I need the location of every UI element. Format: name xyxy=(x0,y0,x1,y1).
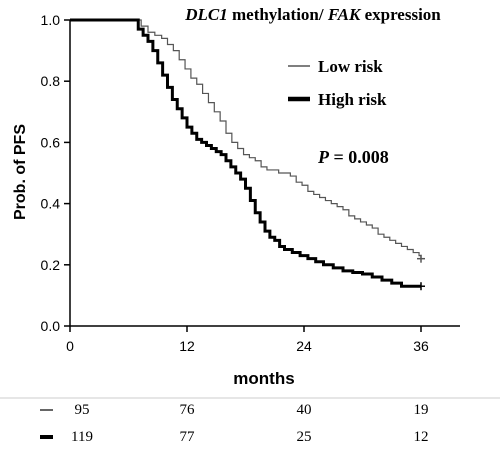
p-value-text: = 0.008 xyxy=(329,147,389,167)
risk-table: 95 76 40 19 119 77 25 12 xyxy=(40,402,429,445)
risk-count: 12 xyxy=(414,429,429,445)
title-part-3: FAK xyxy=(327,5,362,24)
risk-counts: 95 76 40 19 119 77 25 12 xyxy=(71,402,428,445)
risk-count: 119 xyxy=(71,429,93,445)
risk-count: 25 xyxy=(297,429,312,445)
low-risk-curve xyxy=(70,19,422,259)
x-tick-label: 24 xyxy=(296,338,312,354)
y-tick-label: 0.6 xyxy=(41,134,61,150)
x-tick-label: 12 xyxy=(179,338,195,354)
x-tick-label: 0 xyxy=(66,338,74,354)
y-tick-label: 0.4 xyxy=(41,196,61,212)
risk-count: 95 xyxy=(75,402,90,418)
y-tick-label: 1.0 xyxy=(41,12,61,28)
p-value-annotation: P = 0.008 xyxy=(317,147,389,167)
y-tick-label: 0.2 xyxy=(41,257,61,273)
p-value-label: P xyxy=(317,147,330,167)
high-risk-curve xyxy=(70,18,421,288)
legend: Low risk High risk xyxy=(288,57,387,109)
y-tick-label: 0.8 xyxy=(41,73,61,89)
legend-label-low-risk: Low risk xyxy=(318,57,383,76)
title-part-1: DLC1 xyxy=(184,5,228,24)
x-ticks: 0 12 24 36 xyxy=(66,326,429,354)
survival-curves xyxy=(70,18,425,291)
y-ticks: 0.0 0.2 0.4 0.6 0.8 1.0 xyxy=(41,12,70,334)
x-axis-label: months xyxy=(233,369,294,388)
y-axis-label: Prob. of PFS xyxy=(12,124,29,220)
title-part-4: expression xyxy=(360,5,441,24)
risk-count: 77 xyxy=(180,429,196,445)
axes xyxy=(69,20,460,327)
title-part-2: methylation/ xyxy=(228,5,328,24)
legend-label-high-risk: High risk xyxy=(318,90,387,109)
y-tick-label: 0.0 xyxy=(41,318,61,334)
risk-count: 76 xyxy=(180,402,196,418)
risk-count: 40 xyxy=(297,402,312,418)
chart-title: DLC1 methylation/ FAK expression xyxy=(184,5,441,24)
risk-count: 19 xyxy=(414,402,429,418)
x-tick-label: 36 xyxy=(413,338,429,354)
